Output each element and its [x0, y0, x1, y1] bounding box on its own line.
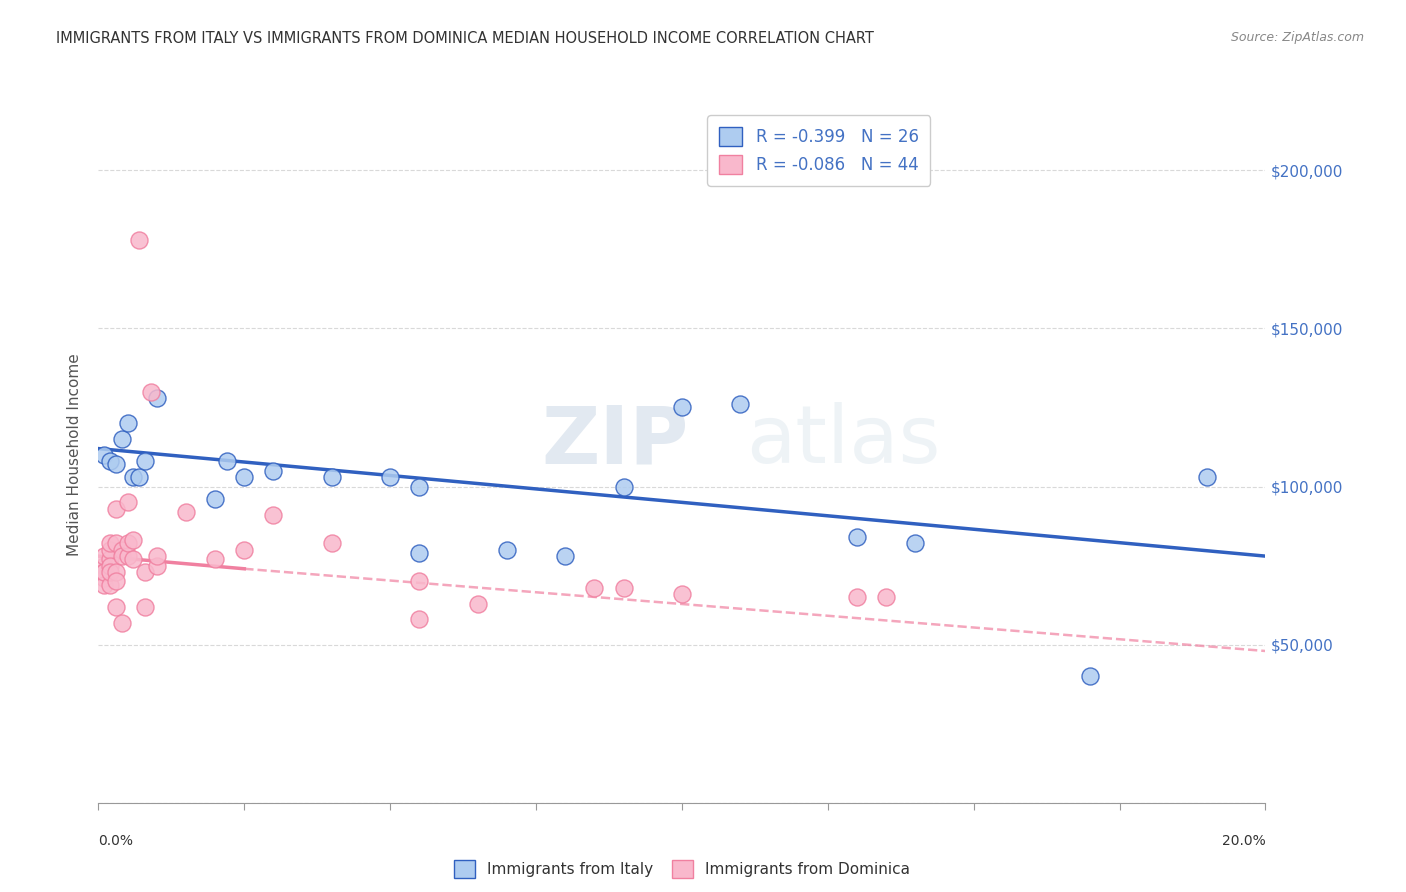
Y-axis label: Median Household Income: Median Household Income	[67, 353, 83, 557]
Text: 20.0%: 20.0%	[1222, 834, 1265, 848]
Point	[467, 597, 489, 611]
Point	[146, 549, 169, 563]
Point	[98, 565, 121, 579]
Point	[262, 464, 284, 478]
Point	[104, 501, 127, 516]
Point	[93, 565, 115, 579]
Point	[408, 574, 430, 589]
Point	[93, 577, 115, 591]
Point	[728, 397, 751, 411]
Point	[262, 508, 284, 522]
Point	[98, 542, 121, 557]
Point	[1080, 669, 1102, 683]
Point	[117, 549, 139, 563]
Point	[583, 581, 606, 595]
Point	[122, 470, 145, 484]
Point	[233, 470, 256, 484]
Point	[495, 542, 517, 557]
Point	[204, 492, 226, 507]
Point	[93, 558, 115, 573]
Point	[104, 536, 127, 550]
Point	[111, 549, 134, 563]
Point	[233, 542, 256, 557]
Point	[134, 599, 156, 614]
Point	[98, 536, 121, 550]
Point	[204, 552, 226, 566]
Point	[321, 536, 343, 550]
Point	[117, 417, 139, 431]
Point	[98, 454, 121, 468]
Point	[321, 470, 343, 484]
Point	[146, 391, 169, 405]
Text: ZIP: ZIP	[541, 402, 689, 480]
Point	[93, 549, 115, 563]
Point	[128, 233, 150, 247]
Point	[554, 549, 576, 563]
Point	[612, 581, 634, 595]
Point	[378, 470, 402, 484]
Text: 0.0%: 0.0%	[98, 834, 134, 848]
Point	[104, 599, 127, 614]
Point	[671, 587, 693, 601]
Point	[1195, 470, 1218, 484]
Point	[93, 448, 115, 462]
Point	[104, 458, 127, 472]
Point	[93, 571, 115, 585]
Point	[134, 454, 156, 468]
Point	[139, 384, 162, 399]
Point	[408, 612, 430, 626]
Point	[671, 401, 693, 415]
Legend: Immigrants from Italy, Immigrants from Dominica: Immigrants from Italy, Immigrants from D…	[446, 853, 918, 886]
Point	[104, 565, 127, 579]
Point	[122, 552, 145, 566]
Point	[111, 542, 134, 557]
Text: atlas: atlas	[747, 402, 941, 480]
Point	[875, 591, 897, 605]
Point	[174, 505, 197, 519]
Text: IMMIGRANTS FROM ITALY VS IMMIGRANTS FROM DOMINICA MEDIAN HOUSEHOLD INCOME CORREL: IMMIGRANTS FROM ITALY VS IMMIGRANTS FROM…	[56, 31, 875, 46]
Point	[408, 546, 430, 560]
Point	[117, 536, 139, 550]
Point	[104, 574, 127, 589]
Point	[128, 470, 150, 484]
Point	[98, 577, 121, 591]
Point	[845, 530, 868, 544]
Text: Source: ZipAtlas.com: Source: ZipAtlas.com	[1230, 31, 1364, 45]
Point	[122, 533, 145, 548]
Point	[93, 565, 115, 579]
Point	[98, 558, 121, 573]
Point	[904, 536, 927, 550]
Point	[612, 479, 634, 493]
Point	[117, 495, 139, 509]
Point	[408, 479, 430, 493]
Point	[111, 615, 134, 630]
Point	[146, 558, 169, 573]
Point	[98, 552, 121, 566]
Point	[845, 591, 868, 605]
Point	[134, 565, 156, 579]
Point	[111, 432, 134, 446]
Point	[215, 454, 238, 468]
